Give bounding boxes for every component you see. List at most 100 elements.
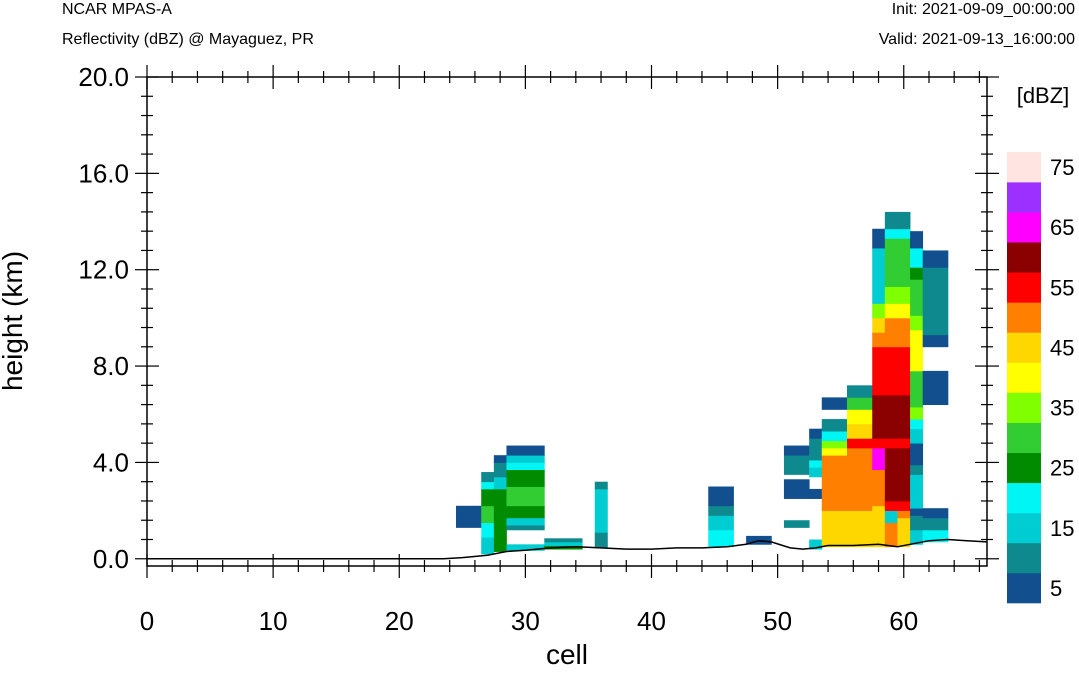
reflectivity-cell <box>884 522 898 548</box>
reflectivity-cell <box>897 500 911 511</box>
reflectivity-cell <box>897 286 911 304</box>
x-tick-label: 10 <box>259 606 288 636</box>
colorbar-swatch <box>1007 572 1041 604</box>
reflectivity-cell <box>821 440 848 449</box>
reflectivity-cell <box>594 488 608 533</box>
reflectivity-cell <box>884 286 898 304</box>
reflectivity-cell <box>884 303 898 319</box>
colorbar-label: 65 <box>1050 215 1074 240</box>
plot-subtitle: Reflectivity (dBZ) @ Mayaguez, PR <box>62 31 314 48</box>
reflectivity-cell <box>910 474 924 509</box>
reflectivity-cell <box>481 522 495 538</box>
reflectivity-cell <box>910 279 924 316</box>
reflectivity-cell <box>809 438 823 461</box>
x-axis-title: cell <box>546 639 588 670</box>
reflectivity-cell <box>922 517 949 531</box>
reflectivity-cell <box>922 508 949 519</box>
reflectivity-cell <box>884 317 898 348</box>
colorbar-label: 25 <box>1050 456 1074 481</box>
reflectivity-cell <box>847 385 873 398</box>
reflectivity-cell <box>897 438 911 449</box>
reflectivity-cell <box>783 520 810 528</box>
reflectivity-cell <box>884 510 898 524</box>
reflectivity-cell <box>847 409 873 425</box>
reflectivity-cell <box>910 248 924 268</box>
axis-ticks <box>135 65 999 578</box>
colorbar-swatch <box>1007 512 1041 544</box>
reflectivity-cell <box>708 486 734 507</box>
colorbar-swatch <box>1007 152 1041 183</box>
reflectivity-cell <box>821 455 848 511</box>
reflectivity-cell <box>872 228 886 249</box>
x-tick-label: 0 <box>140 606 154 636</box>
colorbar-title: [dBZ] <box>1017 83 1070 108</box>
reflectivity-cell <box>809 539 823 550</box>
y-tick-label: 4.0 <box>93 447 129 477</box>
reflectivity-cell <box>897 303 911 319</box>
reflectivity-cell <box>910 464 924 475</box>
reflectivity-cell <box>897 211 911 230</box>
axis-labels: 0 10 20 30 40 50 60 0.0 4.0 8.0 12.0 16.0 20.0 <box>78 62 918 636</box>
reflectivity-cell <box>847 447 873 511</box>
reflectivity-cell <box>809 467 823 478</box>
colorbar-swatch <box>1007 182 1041 213</box>
reflectivity-cell <box>847 438 873 449</box>
colorbar-swatch <box>1007 272 1041 303</box>
model-title: NCAR MPAS-A <box>62 1 172 18</box>
colorbar-swatch <box>1007 242 1041 273</box>
reflectivity-cell <box>506 505 545 519</box>
reflectivity-cell <box>897 510 911 519</box>
reflectivity-cell <box>809 428 823 439</box>
reflectivity-cell <box>897 238 911 287</box>
reflectivity-cell <box>884 438 898 449</box>
plot-frame <box>146 76 988 567</box>
reflectivity-cell <box>872 332 886 348</box>
reflectivity-cell <box>884 238 898 287</box>
reflectivity-cell <box>872 469 886 507</box>
reflectivity-cell <box>897 346 911 396</box>
reflectivity-cell <box>809 460 823 468</box>
reflectivity-cell <box>897 517 911 548</box>
reflectivity-cells <box>456 211 949 555</box>
reflectivity-cell <box>821 419 848 432</box>
reflectivity-cell <box>493 455 507 463</box>
reflectivity-cell <box>884 228 898 239</box>
valid-time: Valid: 2021-09-13_16:00:00 <box>878 31 1075 48</box>
reflectivity-cell <box>922 250 949 268</box>
y-tick-label: 20.0 <box>78 62 129 92</box>
reflectivity-cell <box>783 445 810 456</box>
x-tick-label: 50 <box>763 606 792 636</box>
init-time: Init: 2021-09-09_00:00:00 <box>891 1 1075 18</box>
reflectivity-cell <box>872 248 886 304</box>
reflectivity-cell <box>506 486 545 507</box>
reflectivity-cell <box>456 505 482 528</box>
reflectivity-cell <box>544 538 583 543</box>
reflectivity-cell <box>910 267 924 280</box>
reflectivity-cell <box>481 537 495 555</box>
terrain-line <box>147 538 988 560</box>
reflectivity-cell <box>910 315 924 331</box>
reflectivity-cell <box>884 500 898 511</box>
reflectivity-cell <box>506 469 545 487</box>
reflectivity-cell <box>897 447 911 502</box>
x-tick-label: 20 <box>385 606 414 636</box>
reflectivity-cell <box>708 515 734 531</box>
colorbar-swatch <box>1007 362 1041 393</box>
colorbar-label: 5 <box>1050 576 1062 601</box>
reflectivity-cell <box>884 211 898 230</box>
x-tick-label: 60 <box>889 606 918 636</box>
reflectivity-cell <box>847 423 873 439</box>
reflectivity-cell <box>506 544 545 551</box>
reflectivity-cell <box>708 505 734 516</box>
colorbar-swatch <box>1007 422 1041 453</box>
colorbar-swatch <box>1007 452 1041 484</box>
reflectivity-cell <box>910 419 924 430</box>
reflectivity-cell <box>493 462 507 478</box>
reflectivity-cell <box>594 481 608 490</box>
reflectivity-cell <box>910 515 924 531</box>
reflectivity-cell <box>847 510 873 548</box>
reflectivity-cell <box>493 488 507 552</box>
reflectivity-cell <box>922 370 949 405</box>
reflectivity-cell <box>910 370 924 408</box>
reflectivity-cell <box>481 505 495 524</box>
